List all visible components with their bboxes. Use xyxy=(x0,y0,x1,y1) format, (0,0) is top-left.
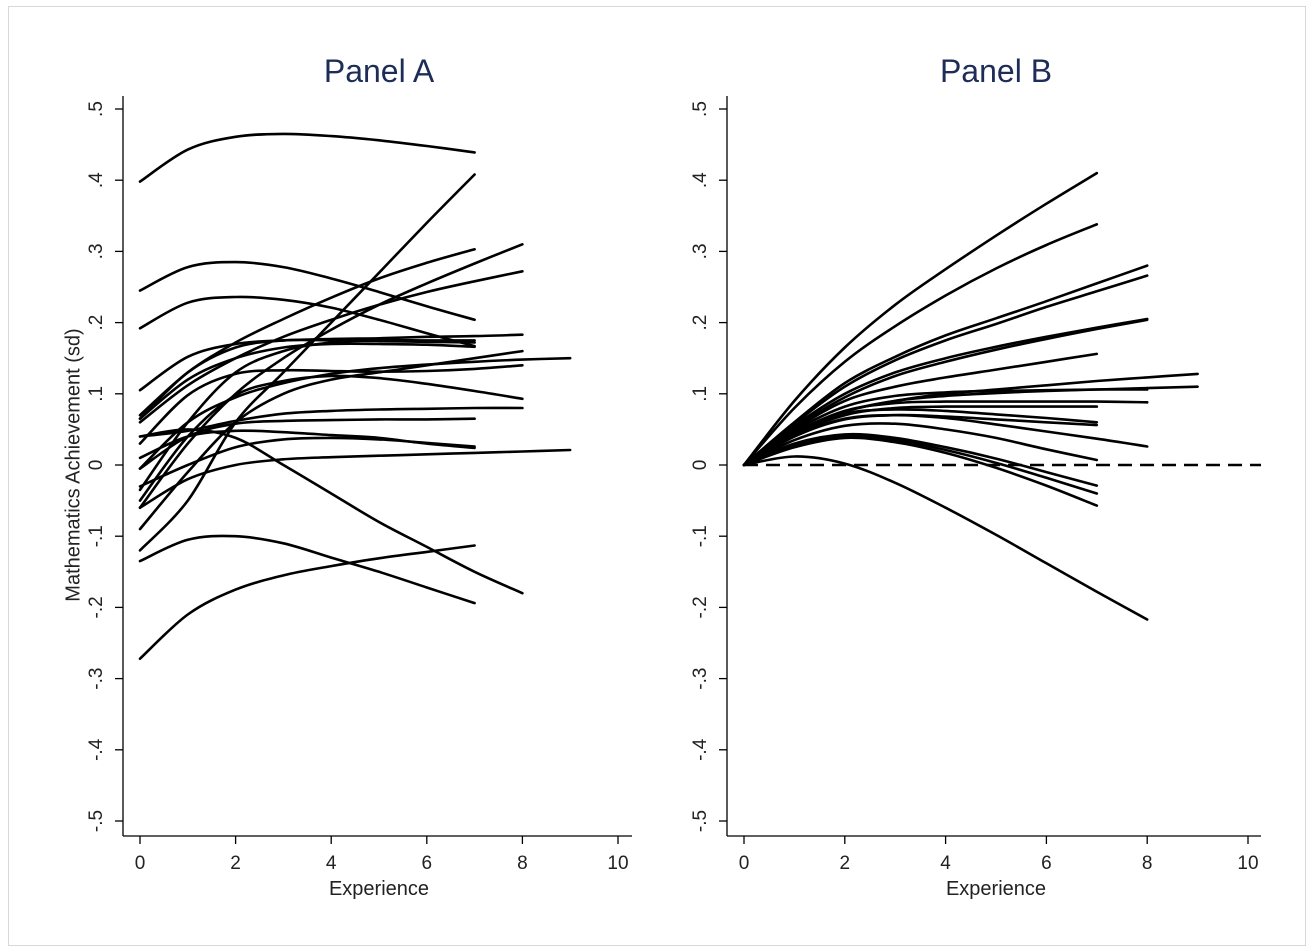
figure-frame xyxy=(8,6,1306,946)
series-line-20 xyxy=(742,455,1149,621)
y-tick-label: .3 xyxy=(86,243,107,259)
y-tick-label: .5 xyxy=(690,101,711,117)
series-line-22 xyxy=(138,534,476,605)
x-tick-label: 4 xyxy=(940,853,951,874)
panel-title: Panel A xyxy=(324,53,435,89)
y-tick-label: .3 xyxy=(690,243,711,259)
x-axis-label: Experience xyxy=(329,878,429,900)
y-tick-label: .4 xyxy=(86,172,107,188)
series-line-3 xyxy=(138,295,476,348)
y-tick-label: -.4 xyxy=(690,738,711,761)
series-line-9 xyxy=(138,333,524,392)
series-line-6 xyxy=(742,318,1149,467)
series-line-17 xyxy=(742,432,1099,487)
series-line-2 xyxy=(742,223,1099,467)
y-tick-label: .2 xyxy=(86,315,107,331)
series-line-13 xyxy=(138,364,524,445)
y-tick-label: -.1 xyxy=(86,525,107,547)
y-tick-label: .5 xyxy=(86,101,107,117)
y-tick-label: -.5 xyxy=(690,810,711,832)
series-line-19 xyxy=(742,436,1099,507)
x-tick-label: 2 xyxy=(230,853,241,874)
series-line-16 xyxy=(138,406,524,438)
x-tick-label: 4 xyxy=(326,853,337,874)
y-tick-label: .1 xyxy=(86,386,107,402)
series-line-1 xyxy=(742,171,1099,467)
x-axis-label: Experience xyxy=(946,878,1046,900)
series-line-7 xyxy=(742,352,1099,467)
series-line-4 xyxy=(138,173,476,552)
x-tick-label: 2 xyxy=(840,853,851,874)
series-line-5 xyxy=(742,317,1149,467)
x-tick-label: 0 xyxy=(135,853,146,874)
series-line-7 xyxy=(138,270,524,424)
series-line-20 xyxy=(138,448,572,509)
y-tick-label: 0 xyxy=(86,460,107,471)
series-line-10 xyxy=(138,338,476,492)
series-line-1 xyxy=(138,132,476,183)
panel-b: Panel B -.5 -.4 -.3 -.2 -.1 0 .1 .2 .3 .4 .5 0 2 4 6 8 10… xyxy=(690,53,1261,900)
y-tick-label: .1 xyxy=(690,386,711,402)
series-line-11 xyxy=(138,342,476,420)
y-tick-label: -.2 xyxy=(690,596,711,618)
series-line-10 xyxy=(742,388,1149,467)
series-line-3 xyxy=(742,264,1149,467)
x-tick-label: 6 xyxy=(422,853,433,874)
series-line-23 xyxy=(138,544,476,660)
y-tick-label: -.1 xyxy=(690,525,711,547)
panel-a: Panel A -.5 -.4 -.3 -.2 -.1 0 .1 .2 .3 .4 .5 Mathema… xyxy=(62,53,632,900)
x-tick-label: 6 xyxy=(1041,853,1052,874)
y-tick-label: .4 xyxy=(690,172,711,188)
series-line-13 xyxy=(742,408,1099,467)
y-tick-label: -.3 xyxy=(690,668,711,690)
x-tick-label: 8 xyxy=(517,853,528,874)
series-line-4 xyxy=(742,274,1149,467)
panel-title: Panel B xyxy=(940,53,1052,89)
y-tick-label: -.4 xyxy=(86,738,107,761)
series-line-15 xyxy=(742,413,1149,467)
series-line-12 xyxy=(742,405,1099,467)
x-tick-label: 10 xyxy=(1237,853,1258,874)
x-tick-label: 8 xyxy=(1142,853,1153,874)
series-line-18 xyxy=(742,435,1099,495)
series-line-16 xyxy=(742,422,1099,467)
series-line-21 xyxy=(138,428,524,595)
x-tick-label: 0 xyxy=(739,853,750,874)
y-axis-label: Mathematics Achievement (sd) xyxy=(62,328,84,601)
y-tick-label: -.5 xyxy=(86,810,107,832)
series-line-19 xyxy=(138,436,476,488)
y-tick-label: 0 xyxy=(690,460,711,471)
y-tick-label: -.3 xyxy=(86,668,107,690)
y-tick-label: .2 xyxy=(690,315,711,331)
y-tick-label: -.2 xyxy=(86,596,107,618)
series-line-2 xyxy=(138,260,476,322)
series-line-15 xyxy=(138,374,524,502)
x-tick-label: 10 xyxy=(607,853,628,874)
